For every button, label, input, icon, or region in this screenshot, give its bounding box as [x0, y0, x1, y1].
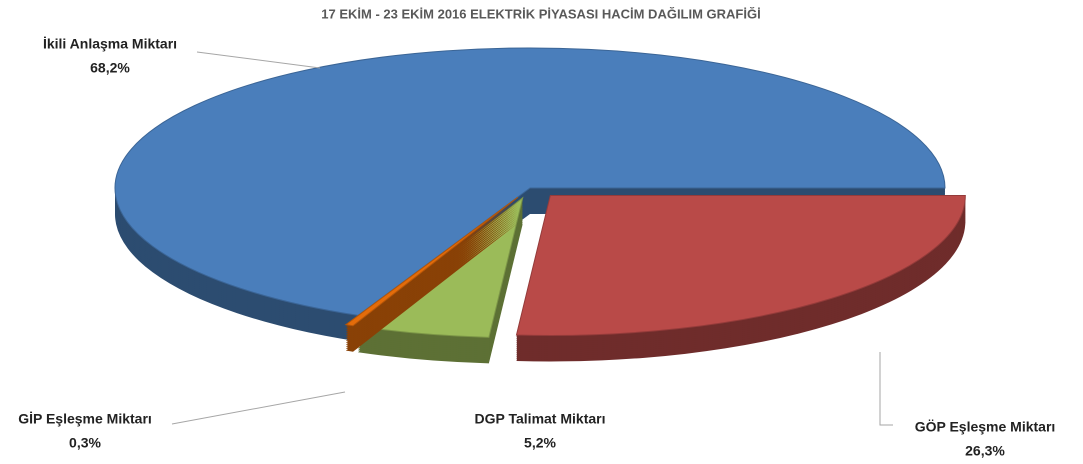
slice-value-label: 5,2% [524, 435, 556, 451]
slice-label: İkili Anlaşma Miktarı [43, 36, 177, 52]
slice-value-label: 68,2% [90, 60, 130, 76]
slice [515, 194, 966, 336]
chart-title: 17 EKİM - 23 EKİM 2016 ELEKTRİK PİYASASI… [321, 6, 760, 21]
pie [114, 47, 966, 364]
slice-label: GİP Eşleşme Miktarı [18, 411, 152, 427]
slice-label: DGP Talimat Miktarı [475, 411, 606, 427]
slice-label: GÖP Eşleşme Miktarı [915, 419, 1056, 435]
slice-value-label: 26,3% [965, 443, 1005, 459]
slice [114, 47, 946, 316]
leader-line [171, 391, 346, 425]
labels: GÖP Eşleşme Miktarı 26,3% DGP Talimat Mikt… [18, 36, 1055, 459]
leader-line [196, 51, 321, 69]
slice-value-label: 0,3% [69, 435, 101, 451]
leader-line [879, 352, 893, 426]
slice [344, 196, 519, 327]
